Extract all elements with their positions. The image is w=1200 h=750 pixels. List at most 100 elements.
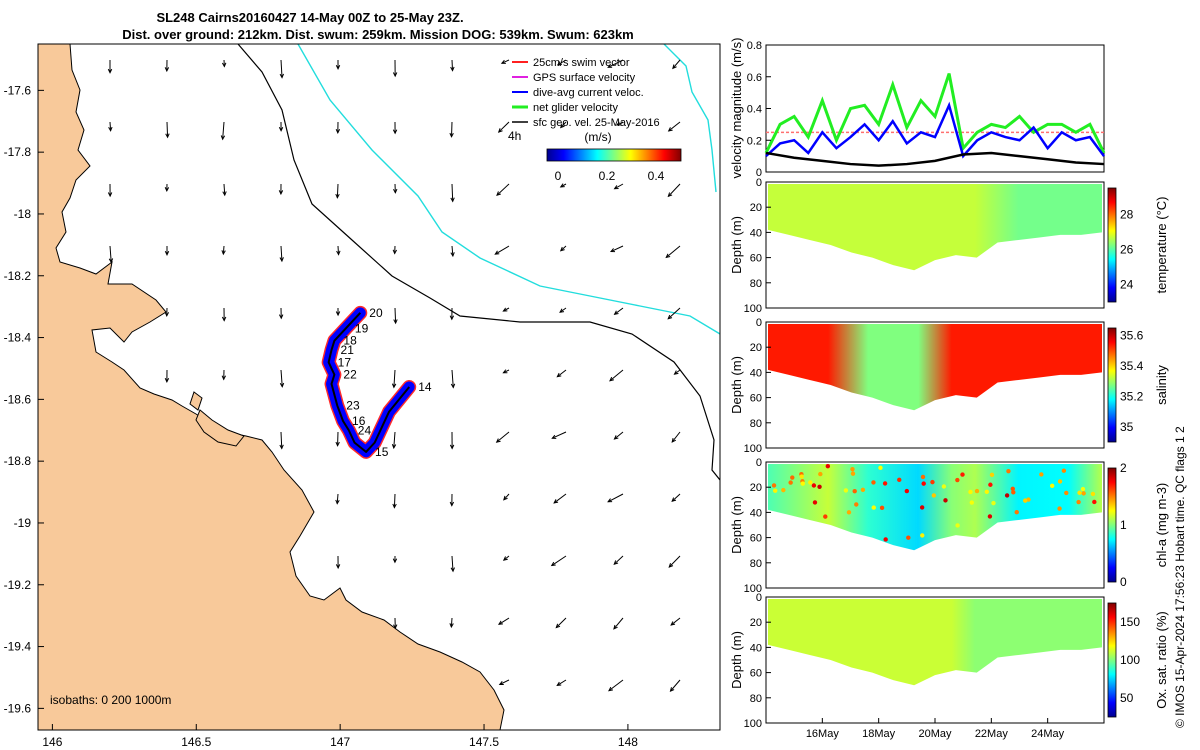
surface-velocity-arrow bbox=[496, 183, 510, 196]
chla-sample-point bbox=[974, 488, 980, 494]
surface-velocity-arrowhead bbox=[393, 319, 398, 325]
chla-sample-point bbox=[991, 500, 996, 506]
chla-sample-point bbox=[1080, 486, 1086, 492]
map-y-tick-label: -18 bbox=[14, 207, 32, 221]
section-ylabel: Depth (m) bbox=[729, 216, 744, 274]
surface-velocity-arrowhead bbox=[449, 623, 454, 629]
chla-sample-point bbox=[1011, 490, 1016, 495]
surface-velocity-arrow bbox=[393, 431, 396, 448]
surface-velocity-arrowhead bbox=[279, 444, 284, 450]
track-day-label: 24 bbox=[358, 423, 372, 437]
section-y-tick-label: 20 bbox=[750, 617, 762, 629]
map-legend: 25cm/s swim vector GPS surface velocity … bbox=[508, 57, 682, 183]
section-colorbar-tick: 28 bbox=[1120, 207, 1134, 221]
section-colorbar bbox=[1107, 327, 1117, 443]
series-surface-geostrophic bbox=[765, 151, 1105, 167]
track-day-label: 22 bbox=[343, 368, 357, 382]
section-ylabel: Depth (m) bbox=[729, 631, 744, 689]
velocity-y-tick-label: 0 bbox=[756, 167, 762, 179]
section-data-area bbox=[768, 464, 1102, 551]
speed-colorbar bbox=[546, 148, 682, 162]
map-land bbox=[38, 44, 505, 730]
track-day-label: 18 bbox=[343, 334, 357, 348]
section-panel-salinity: 0 20 40 60 80 100 Depth (m) 35 35.2 35.4 35.6 salin… bbox=[729, 317, 1169, 455]
section-y-tick-label: 40 bbox=[750, 507, 762, 519]
track-day-label: 21 bbox=[341, 343, 355, 357]
surface-velocity-arrow bbox=[166, 121, 169, 138]
surface-velocity-arrowhead bbox=[497, 128, 503, 133]
surface-velocity-arrowhead bbox=[164, 312, 170, 318]
surface-velocity-arrowhead bbox=[613, 185, 619, 190]
surface-velocity-arrowhead bbox=[221, 250, 226, 256]
chla-sample-point bbox=[882, 481, 888, 486]
surface-velocity-arrow bbox=[450, 617, 453, 628]
isobath-1000m bbox=[297, 44, 720, 335]
surface-velocity-arrow bbox=[614, 307, 624, 315]
chla-sample-point bbox=[1061, 468, 1067, 473]
surface-velocity-arrow bbox=[671, 431, 681, 443]
map-y-tick-label: -18.2 bbox=[4, 269, 32, 283]
surface-velocity-arrow bbox=[109, 121, 112, 131]
chla-sample-point bbox=[1057, 479, 1063, 484]
section-ylabel: Depth (m) bbox=[729, 496, 744, 554]
surface-velocity-arrow bbox=[498, 617, 510, 625]
section-y-tick-label: 80 bbox=[750, 693, 762, 705]
chla-sample-point bbox=[771, 483, 777, 488]
surface-velocity-arrow bbox=[670, 617, 681, 626]
chla-sample-point bbox=[943, 498, 948, 503]
section-y-tick-label: 80 bbox=[750, 418, 762, 430]
section-colorbar-tick: 50 bbox=[1120, 691, 1134, 705]
surface-velocity-arrow bbox=[551, 555, 567, 566]
surface-velocity-arrowhead bbox=[335, 193, 340, 199]
surface-velocity-arrowhead bbox=[278, 314, 284, 320]
surface-velocity-arrowhead bbox=[609, 376, 614, 382]
surface-velocity-arrowhead bbox=[668, 563, 674, 568]
surface-velocity-arrowhead bbox=[278, 190, 284, 196]
map-y-tick-label: -19.6 bbox=[4, 701, 32, 715]
surface-velocity-arrow bbox=[556, 679, 567, 686]
surface-velocity-arrowhead bbox=[221, 62, 227, 68]
chla-sample-point bbox=[904, 488, 910, 494]
surface-velocity-arrowhead bbox=[108, 258, 114, 264]
track-day-label: 19 bbox=[355, 321, 369, 335]
colorbar-unit: (m/s) bbox=[584, 130, 611, 144]
surface-velocity-arrow bbox=[498, 121, 510, 133]
section-y-tick-label: 20 bbox=[750, 482, 762, 494]
chla-sample-point bbox=[854, 502, 859, 507]
chla-sample-point bbox=[790, 475, 795, 480]
velocity-y-tick-label: 0.4 bbox=[747, 104, 762, 116]
track-day-label: 23 bbox=[346, 399, 360, 413]
surface-velocity-arrowhead bbox=[335, 311, 341, 317]
surface-velocity-arrowhead bbox=[665, 253, 671, 259]
surface-velocity-arrowhead bbox=[107, 68, 113, 74]
map-x-tick-label: 148 bbox=[618, 735, 638, 749]
section-ylabel: Depth (m) bbox=[729, 356, 744, 414]
chla-sample-point bbox=[931, 493, 937, 498]
surface-velocity-arrow bbox=[607, 59, 624, 68]
chla-sample-point bbox=[871, 480, 876, 485]
isobath-200m bbox=[237, 44, 720, 481]
surface-velocity-arrow bbox=[667, 307, 681, 320]
section-panel-oxygen: 0 20 40 60 80 100 Depth (m) 50 100 150 Ox. sat. ra… bbox=[729, 592, 1169, 740]
series-net-glider-velocity bbox=[764, 73, 1106, 154]
chla-sample-point bbox=[878, 465, 883, 471]
chla-sample-point bbox=[955, 523, 960, 528]
surface-velocity-arrowhead bbox=[108, 126, 113, 132]
map-y-tick-label: -19.2 bbox=[4, 578, 32, 592]
chla-sample-point bbox=[968, 489, 973, 495]
chla-sample-point bbox=[960, 472, 965, 477]
surface-velocity-arrowhead bbox=[496, 191, 501, 196]
surface-velocity-arrow bbox=[559, 307, 567, 313]
legend-gps: GPS surface velocity bbox=[533, 72, 636, 84]
chla-sample-point bbox=[1064, 490, 1069, 496]
surface-velocity-arrowhead bbox=[164, 187, 170, 193]
map-y-tick-label: -17.8 bbox=[4, 145, 32, 159]
surface-velocity-arrow bbox=[451, 245, 454, 257]
surface-velocity-arrow bbox=[451, 183, 454, 202]
chla-sample-point bbox=[850, 471, 856, 476]
legend-net: net glider velocity bbox=[533, 102, 618, 114]
section-colorbar-tick: 35.6 bbox=[1120, 329, 1144, 343]
surface-velocity-arrowhead bbox=[494, 250, 500, 255]
chla-sample-point bbox=[1010, 486, 1015, 491]
